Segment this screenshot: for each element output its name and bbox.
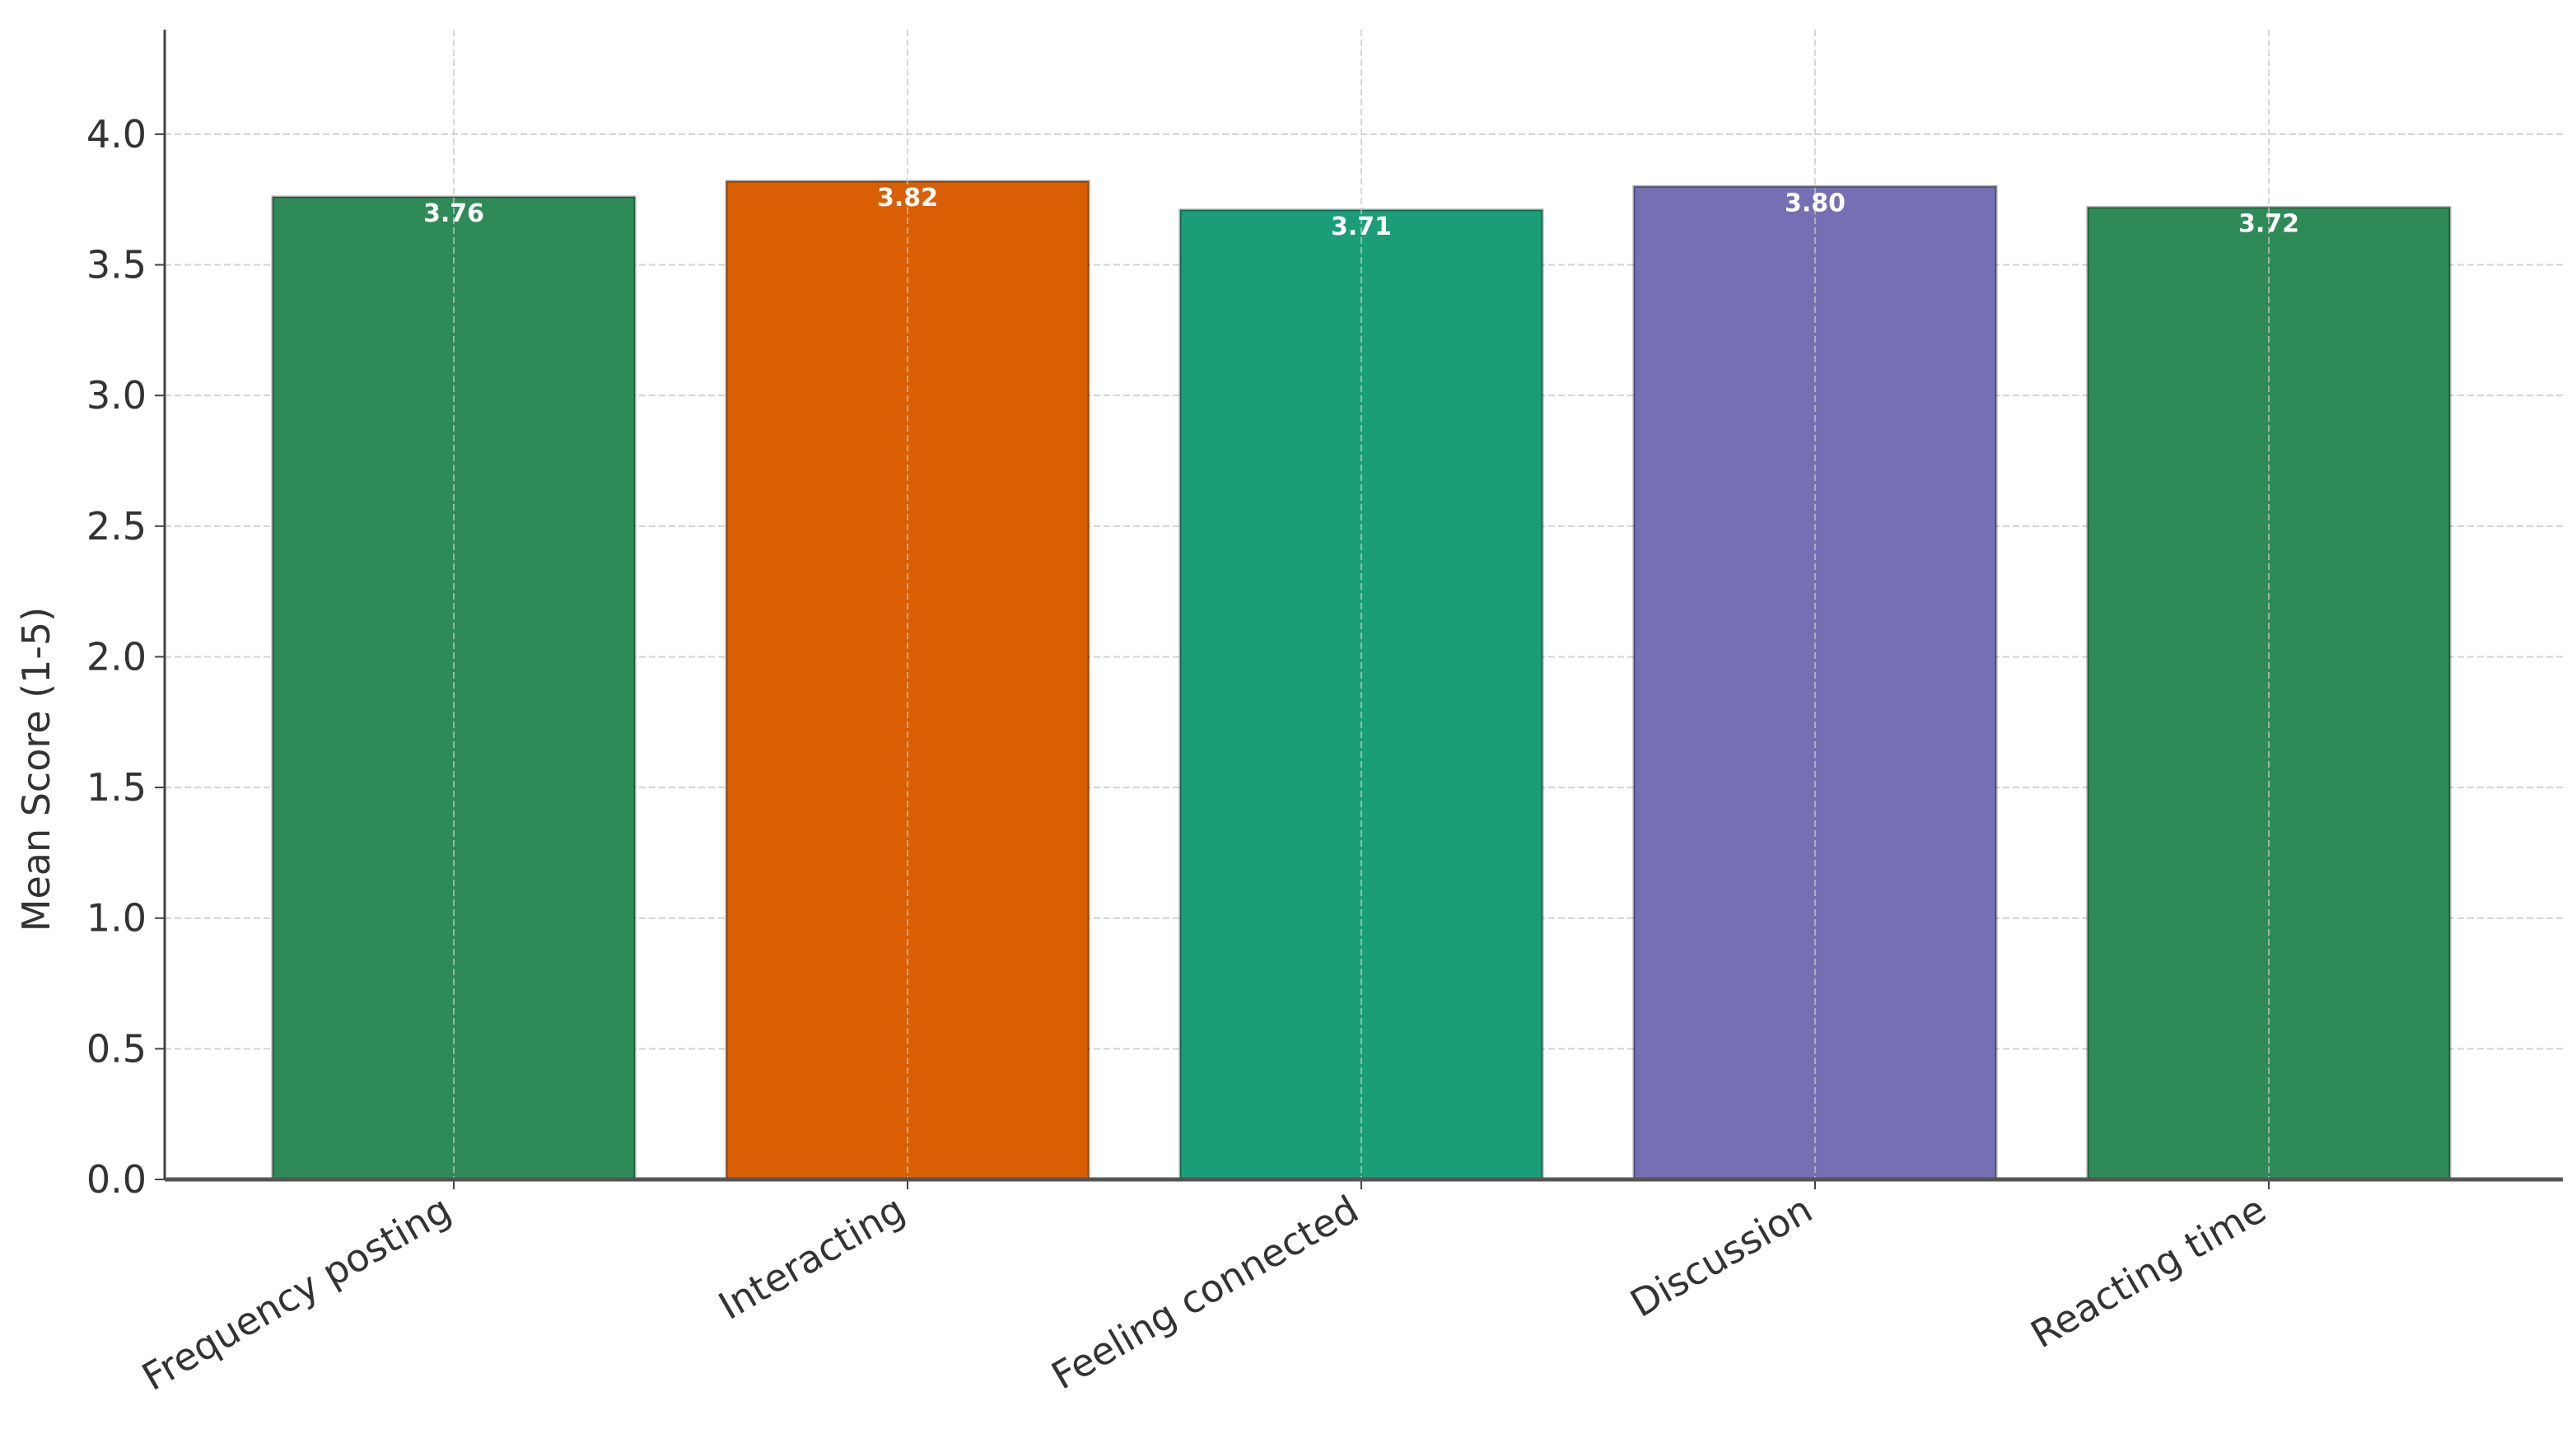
y-axis-label: Mean Score (1-5) — [14, 607, 58, 932]
y-tick-label: 1.0 — [86, 896, 147, 941]
y-tick-label: 2.5 — [86, 504, 147, 549]
y-tick-label: 0.0 — [86, 1157, 147, 1202]
vertical-grid-layer — [453, 30, 2270, 1179]
bar-value-label: 3.76 — [423, 199, 484, 228]
x-tick-label: Discussion — [1623, 1187, 1820, 1326]
y-tick-label: 4.0 — [86, 112, 147, 156]
y-tick-label: 0.5 — [86, 1026, 147, 1071]
y-tick-label: 3.5 — [86, 243, 147, 287]
y-tick-label: 2.0 — [86, 634, 147, 679]
x-tick-label: Feeling connected — [1044, 1187, 1366, 1399]
x-tick-label: Frequency posting — [134, 1187, 458, 1399]
y-tick-label: 3.0 — [86, 373, 147, 418]
y-tick-label: 1.5 — [86, 765, 147, 810]
bar-value-label: 3.71 — [1331, 212, 1392, 241]
x-tick-label: Reacting time — [2023, 1187, 2274, 1357]
bar-value-label: 3.80 — [1785, 189, 1846, 217]
bar-value-label: 3.72 — [2238, 210, 2299, 239]
x-tick-label: Interacting — [711, 1187, 912, 1329]
bar-value-label: 3.82 — [877, 184, 938, 212]
axes-layer — [155, 30, 2563, 1189]
